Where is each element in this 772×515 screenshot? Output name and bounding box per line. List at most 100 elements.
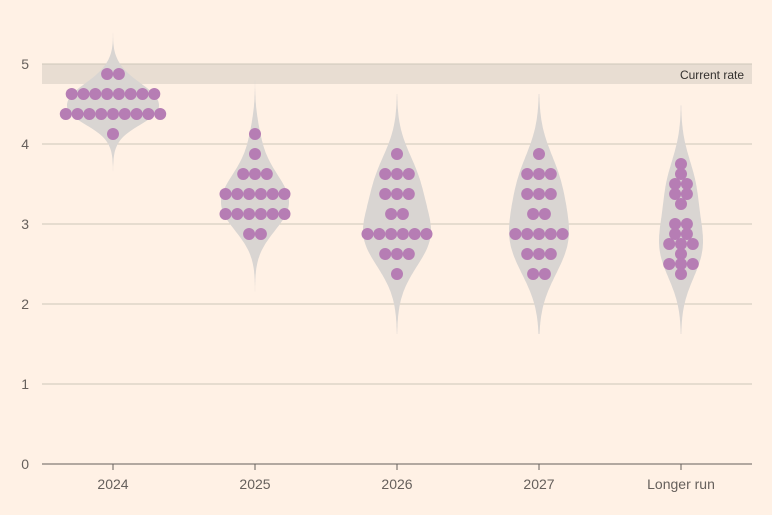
data-point <box>373 228 386 240</box>
data-point <box>686 238 699 250</box>
data-point <box>249 168 261 180</box>
data-point <box>278 188 291 200</box>
current-rate-band-group: Current rate <box>42 63 752 84</box>
data-point <box>278 208 291 220</box>
data-point <box>556 228 569 240</box>
data-point <box>538 268 551 280</box>
x-axis: 2024 2025 2026 2027 Longer run <box>42 463 752 492</box>
data-point <box>391 268 403 280</box>
violin <box>659 105 703 334</box>
data-point <box>118 108 131 120</box>
data-point <box>391 188 403 200</box>
y-tick-label: 2 <box>21 296 29 312</box>
data-point <box>544 228 557 240</box>
data-point <box>101 88 114 100</box>
x-tick-label: Longer run <box>647 476 715 492</box>
data-point <box>260 168 273 180</box>
data-point <box>533 248 545 260</box>
y-tick-label: 4 <box>21 136 29 152</box>
y-tick-label: 5 <box>21 56 29 72</box>
data-point <box>391 248 403 260</box>
data-point <box>266 188 279 200</box>
data-point <box>219 208 232 220</box>
data-point <box>669 228 682 240</box>
data-point <box>77 88 90 100</box>
data-point <box>249 148 261 160</box>
data-point <box>243 208 256 220</box>
data-point <box>402 248 415 260</box>
data-point <box>95 108 108 120</box>
y-tick-label: 1 <box>21 376 29 392</box>
data-point <box>675 168 687 180</box>
data-point <box>521 188 534 200</box>
data-point <box>112 68 125 80</box>
data-point <box>219 188 232 200</box>
data-point <box>379 188 392 200</box>
data-point <box>101 68 114 80</box>
y-tick-label: 0 <box>21 456 29 472</box>
data-point <box>112 88 125 100</box>
data-point <box>669 178 682 190</box>
violin <box>221 74 289 294</box>
data-point <box>675 248 687 260</box>
data-point <box>231 188 244 200</box>
data-point <box>521 248 534 260</box>
data-point <box>391 168 403 180</box>
data-point <box>391 148 403 160</box>
data-point <box>59 108 72 120</box>
data-point <box>402 188 415 200</box>
data-point <box>124 88 137 100</box>
data-point <box>243 228 256 240</box>
data-point <box>107 128 119 140</box>
data-point <box>527 268 540 280</box>
x-tick-label: 2027 <box>523 476 554 492</box>
data-point <box>254 208 267 220</box>
data-point <box>254 188 267 200</box>
data-point <box>136 88 149 100</box>
x-tick-label: 2024 <box>97 476 128 492</box>
data-point <box>527 208 540 220</box>
data-point <box>107 108 119 120</box>
data-point <box>544 188 557 200</box>
violin <box>67 14 159 194</box>
data-point <box>396 228 409 240</box>
data-point <box>544 168 557 180</box>
data-point <box>83 108 96 120</box>
data-point <box>396 208 409 220</box>
data-point <box>361 228 374 240</box>
data-point <box>154 108 167 120</box>
data-point <box>509 228 522 240</box>
x-tick-label: 2026 <box>381 476 412 492</box>
data-point <box>243 188 256 200</box>
data-point <box>254 228 267 240</box>
data-point <box>130 108 143 120</box>
y-axis-ticks: 0 1 2 3 4 5 <box>21 56 29 472</box>
data-point <box>680 218 693 230</box>
data-point <box>142 108 155 120</box>
data-point <box>533 228 545 240</box>
data-point <box>379 168 392 180</box>
current-rate-band <box>42 64 752 84</box>
data-point <box>521 168 534 180</box>
data-point <box>675 238 687 250</box>
data-point <box>675 268 687 280</box>
data-point <box>402 168 415 180</box>
data-point <box>266 208 279 220</box>
data-point <box>533 168 545 180</box>
data-point <box>669 188 682 200</box>
data-point <box>148 88 161 100</box>
x-tick-label: 2025 <box>239 476 270 492</box>
data-point <box>538 208 551 220</box>
data-point <box>385 208 398 220</box>
y-tick-label: 3 <box>21 216 29 232</box>
data-point <box>680 188 693 200</box>
data-point <box>237 168 250 180</box>
data-point <box>420 228 433 240</box>
data-point <box>675 198 687 210</box>
data-point <box>385 228 398 240</box>
data-point <box>544 248 557 260</box>
data-point <box>231 208 244 220</box>
data-point <box>533 188 545 200</box>
data-point <box>71 108 84 120</box>
